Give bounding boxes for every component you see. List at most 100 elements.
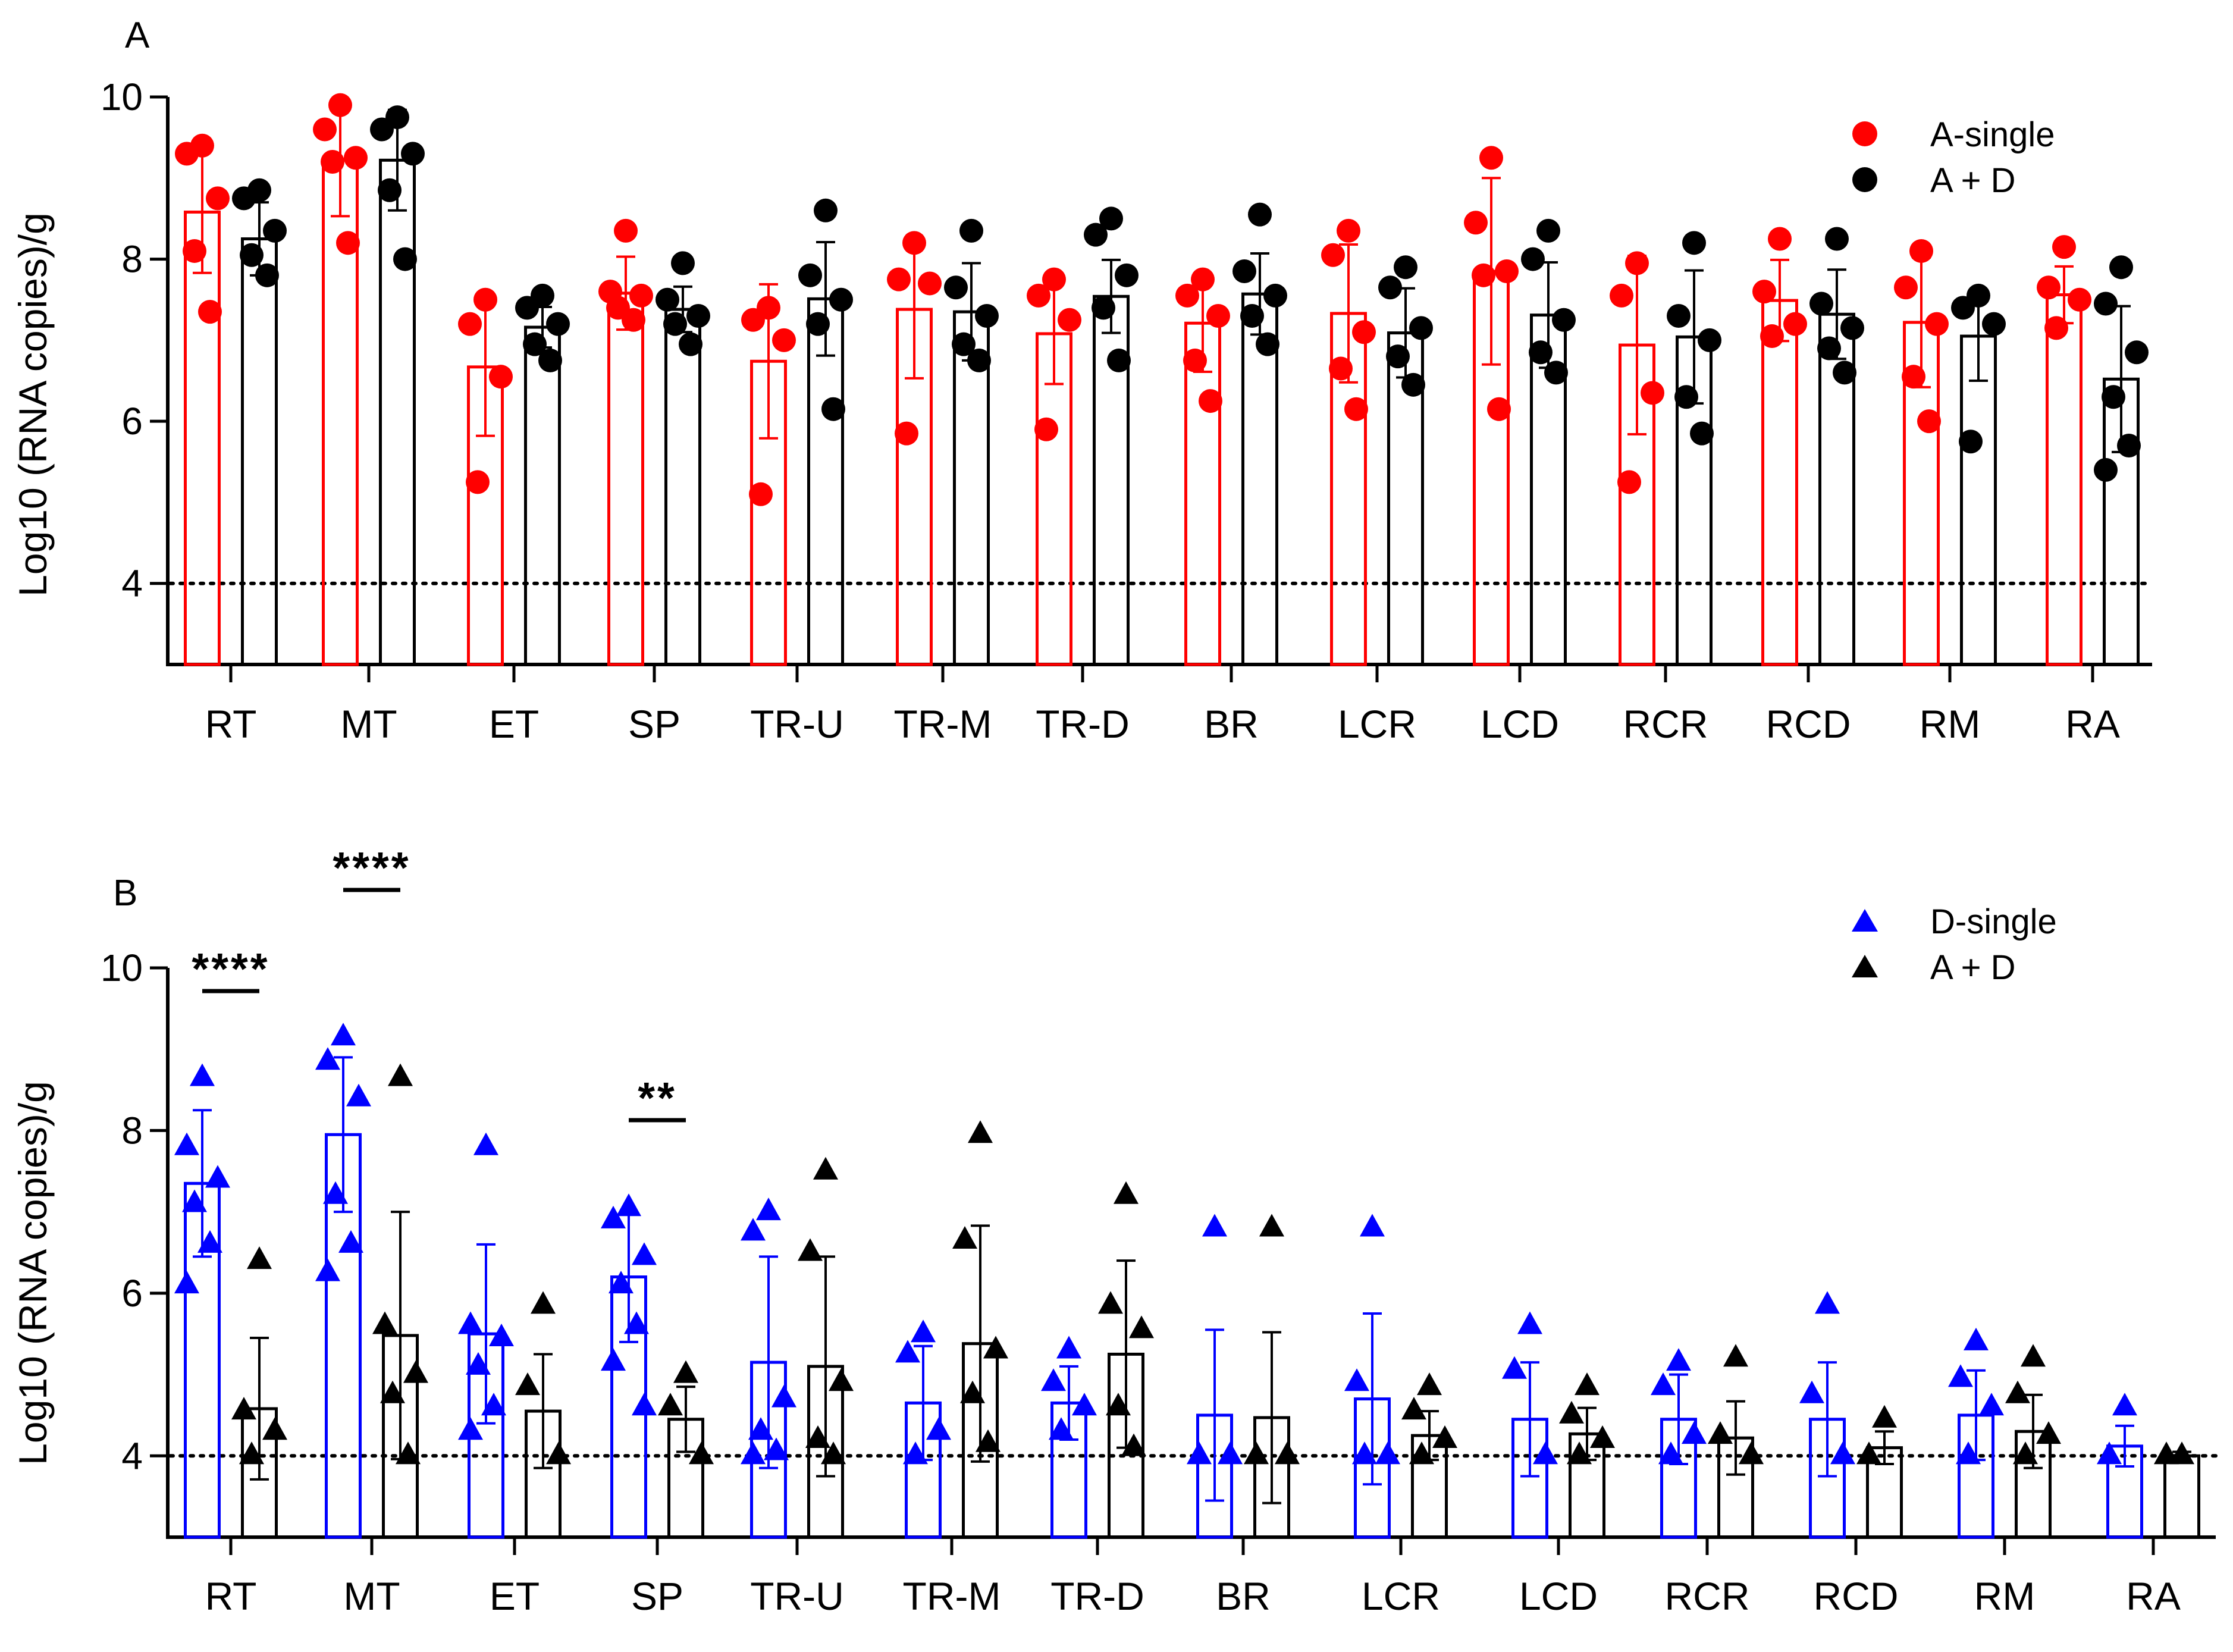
panel-a-data-point xyxy=(944,275,968,300)
panel-a-data-point xyxy=(2094,457,2118,482)
panel-b: B Log10 (RNA copies)/g 4 6 8 10 RT MT ET SP TR-U… xyxy=(11,843,2218,1618)
panel-b-data-point xyxy=(632,1393,657,1416)
panel-a-data-point xyxy=(2109,255,2133,280)
panel-b-letter: B xyxy=(113,873,137,914)
panel-b-data-point xyxy=(1590,1425,1615,1448)
panel-a-data-point xyxy=(1552,308,1576,332)
panel-a-data-point xyxy=(1115,263,1139,287)
legend-a-combined-label: A + D xyxy=(1930,161,2015,200)
panel-a-data-point xyxy=(1409,316,1433,340)
panel-a-data-point xyxy=(1084,222,1108,247)
panel-a-data-point xyxy=(656,287,679,312)
panel-b-data-point xyxy=(1344,1368,1369,1391)
panel-a-data-point xyxy=(1682,231,1706,255)
panel-b-data-point xyxy=(813,1156,838,1180)
panel-a-data-point xyxy=(1394,255,1417,280)
panel-b-data-point xyxy=(624,1311,649,1334)
panel-a-data-point xyxy=(902,231,926,255)
panel-b-data-point xyxy=(1072,1393,1097,1416)
panel-b-data-point xyxy=(2021,1344,2046,1367)
panel-b-data-point xyxy=(1432,1425,1457,1448)
panel-a-data-point xyxy=(821,397,845,421)
panel-b-data-point xyxy=(239,1441,264,1465)
panel-a-data-point xyxy=(1378,275,1402,300)
panel-a-data-point xyxy=(1894,275,1918,300)
panel-b-data-point xyxy=(262,1417,287,1440)
panel-b-data-point xyxy=(1041,1368,1066,1391)
panel-b-category-label: BR xyxy=(1216,1574,1271,1618)
panel-b-data-point xyxy=(338,1230,363,1253)
panel-b-legend: D-single A + D xyxy=(1852,902,2057,987)
panel-b-data-point xyxy=(1956,1441,1981,1465)
panel-b-data-point xyxy=(380,1380,405,1403)
panel-a-y-tick-label: 4 xyxy=(121,562,143,605)
panel-b-data-point xyxy=(1658,1441,1683,1465)
panel-a-data-point xyxy=(614,218,638,243)
panel-a-data-point xyxy=(772,328,796,352)
panel-b-data-point xyxy=(771,1384,796,1408)
panel-b-data-point xyxy=(1401,1397,1426,1420)
panel-b-data-point xyxy=(396,1441,421,1465)
panel-a-category-label: LCR xyxy=(1338,702,1416,746)
panel-b-data-point xyxy=(2097,1441,2122,1465)
panel-a-data-point xyxy=(2117,434,2141,458)
panel-b-significance-label: **** xyxy=(333,843,410,892)
panel-a-category-label: RCD xyxy=(1766,702,1851,746)
panel-a-data-point xyxy=(1344,397,1368,421)
panel-b-data-point xyxy=(926,1417,951,1440)
panel-a-data-point xyxy=(198,300,222,324)
panel-a-data-point xyxy=(629,283,653,308)
panel-b-data-point xyxy=(473,1132,498,1155)
panel-b-data-point xyxy=(2112,1393,2137,1416)
panel-b-category-label: TR-M xyxy=(903,1574,1001,1618)
panel-b-data-point xyxy=(764,1437,789,1460)
panel-b-data-point xyxy=(315,1258,340,1281)
panel-b-data-point xyxy=(1856,1441,1881,1465)
panel-a-data-point xyxy=(1256,332,1279,356)
panel-a-data-point xyxy=(806,312,830,336)
panel-b-y-tick-label: 4 xyxy=(121,1434,143,1477)
panel-b-data-point xyxy=(1417,1372,1442,1396)
panel-a-data-point xyxy=(798,263,822,287)
panel-a-data-point xyxy=(1982,312,2006,336)
panel-b-y-tick-label: 6 xyxy=(121,1272,143,1315)
panel-b-data-point xyxy=(1575,1372,1600,1396)
panel-b-data-point xyxy=(1056,1336,1081,1359)
panel-a-category-label: SP xyxy=(628,702,680,746)
panel-a-data-point xyxy=(1617,470,1641,494)
panel-a-data-point xyxy=(1641,381,1664,405)
panel-b-data-point xyxy=(616,1193,641,1217)
panel-b-data-point xyxy=(976,1429,1001,1452)
panel-b-category-label: LCD xyxy=(1519,1574,1598,1618)
panel-a-y-tick-label: 6 xyxy=(121,400,143,443)
panel-a-data-point xyxy=(1058,308,1081,332)
panel-b-category-label: ET xyxy=(490,1574,540,1618)
panel-b-data-point xyxy=(756,1198,781,1221)
panel-b-data-point xyxy=(1651,1372,1676,1396)
panel-a-data-point xyxy=(918,271,942,296)
panel-b-data-point xyxy=(952,1225,977,1249)
panel-b-data-point xyxy=(1049,1417,1074,1440)
panel-b-data-point xyxy=(346,1083,371,1106)
panel-a-y-tick-label: 10 xyxy=(101,76,143,118)
panel-a-data-point xyxy=(183,239,206,263)
panel-b-data-point xyxy=(1409,1441,1434,1465)
panel-a-data-point xyxy=(1107,348,1131,372)
panel-b-data-point xyxy=(601,1205,626,1228)
panel-b-data-point xyxy=(1815,1291,1840,1314)
panel-a-data-point xyxy=(686,303,710,328)
panel-a-data-point xyxy=(255,263,279,287)
panel-a-data-point xyxy=(1092,296,1115,320)
panel-b-data-point xyxy=(205,1165,230,1188)
panel-a-data-point xyxy=(1752,280,1776,304)
panel-a-data-point xyxy=(1042,267,1066,291)
panel-a-legend: A-single A + D xyxy=(1852,115,2055,200)
panel-b-data-point xyxy=(1567,1441,1592,1465)
panel-a-data-point xyxy=(1495,259,1519,284)
panel-b-category-label: MT xyxy=(343,1574,400,1618)
panel-a-data-point xyxy=(401,142,425,166)
panel-b-data-point xyxy=(315,1047,340,1070)
panel-b-data-point xyxy=(1739,1441,1764,1465)
panel-b-data-point xyxy=(190,1063,215,1086)
